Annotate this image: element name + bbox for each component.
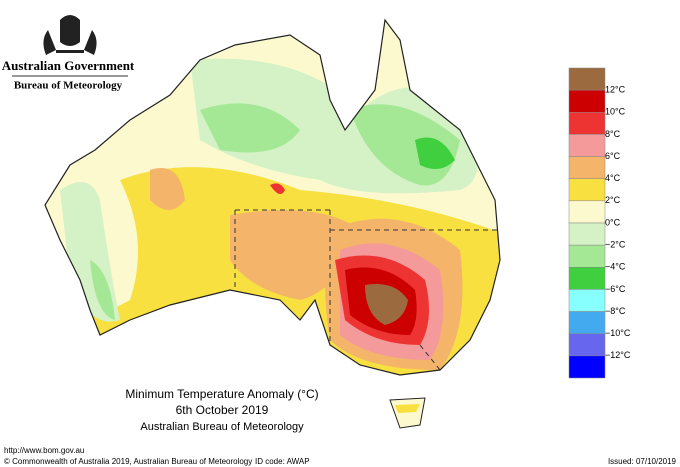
legend-label: −8°C xyxy=(605,306,626,316)
legend-swatch xyxy=(568,333,606,357)
legend-swatch xyxy=(568,67,606,91)
legend-swatch xyxy=(568,134,606,157)
legend-swatch xyxy=(568,267,606,290)
legend-swatch xyxy=(568,156,606,179)
legend-label: 10°C xyxy=(605,107,626,117)
legend-swatch xyxy=(568,89,606,113)
legend-label: −4°C xyxy=(605,262,626,272)
legend-label: 12°C xyxy=(605,85,626,95)
map-title: Minimum Temperature Anomaly (°C) xyxy=(125,387,318,401)
legend-label: 6°C xyxy=(605,151,621,161)
agency-name: Bureau of Meteorology xyxy=(14,80,123,92)
legend-label: 2°C xyxy=(605,195,621,205)
legend-label: 4°C xyxy=(605,173,621,183)
legend-label: −2°C xyxy=(605,240,626,250)
legend-swatch xyxy=(568,355,606,379)
legend-swatch xyxy=(568,200,606,224)
coat-of-arms xyxy=(43,15,97,55)
map-source: Australian Bureau of Meteorology xyxy=(140,421,304,433)
legend: 12°C 10°C 8°C 6°C 4°C 2°C 0°C −2°C −4°C −6°C −8°C −… xyxy=(568,67,631,379)
copyright: © Commonwealth of Australia 2019, Austra… xyxy=(4,457,252,466)
legend-label: −6°C xyxy=(605,284,626,294)
legend-swatch xyxy=(568,289,606,312)
legend-label: −10°C xyxy=(605,328,631,338)
legend-swatch xyxy=(568,311,606,334)
legend-label: 8°C xyxy=(605,129,621,139)
government-name: Australian Government xyxy=(2,58,135,73)
legend-swatch xyxy=(568,244,606,268)
legend-swatch xyxy=(568,112,606,135)
issued: Issued: 07/10/2019 xyxy=(608,457,677,466)
tasmania xyxy=(389,397,426,429)
legend-label: −12°C xyxy=(605,350,631,360)
legend-label: 0°C xyxy=(605,217,621,227)
legend-swatch xyxy=(568,222,606,246)
legend-swatch xyxy=(568,178,606,202)
id-code: ID code: AWAP xyxy=(255,457,310,466)
url: http://www.bom.gov.au xyxy=(4,446,84,455)
map-date: 6th October 2019 xyxy=(176,403,269,417)
